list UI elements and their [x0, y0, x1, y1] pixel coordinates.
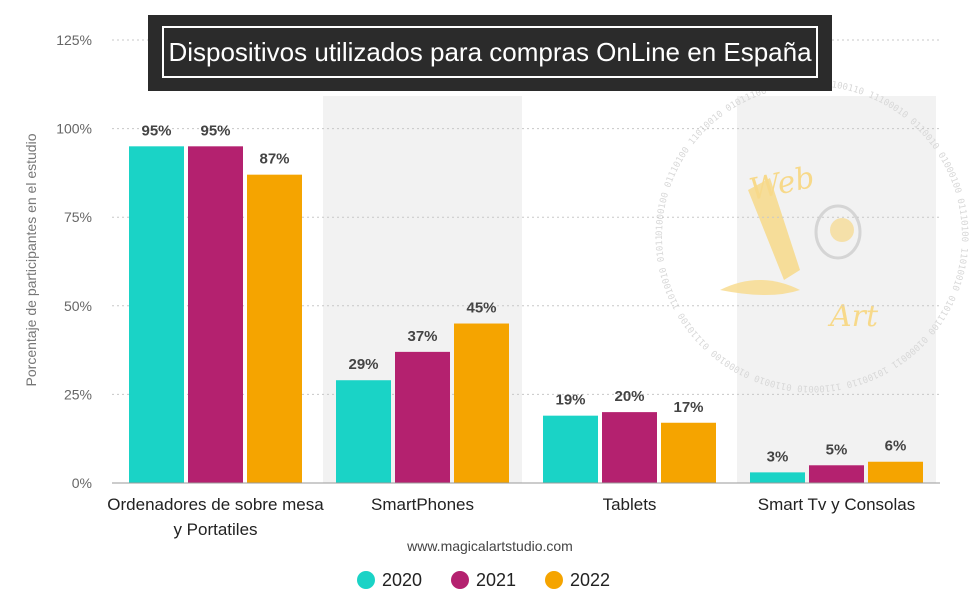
y-tick-label: 100% [56, 121, 92, 137]
bar-2020 [750, 472, 805, 483]
legend-swatch-2021 [451, 571, 469, 589]
legend-label: 2022 [570, 570, 610, 590]
legend-label: 2020 [382, 570, 422, 590]
data-label: 5% [826, 441, 848, 458]
legend-swatch-2022 [545, 571, 563, 589]
lightbulb-glow [830, 218, 854, 242]
data-label: 29% [348, 356, 378, 373]
bar-2022 [868, 461, 923, 483]
y-tick-label: 75% [64, 209, 92, 225]
category-label: Ordenadores de sobre mesa [107, 495, 324, 514]
y-axis-label: Porcentaje de participantes en el estudi… [23, 133, 39, 386]
pencil-icon [748, 178, 800, 280]
data-label: 95% [141, 122, 171, 139]
bar-2021 [809, 465, 864, 483]
bar-2021 [188, 146, 243, 483]
y-tick-label: 25% [64, 386, 92, 402]
bar-2020 [543, 415, 598, 483]
bars: 95% 95% 87% 29% 37% 45% 19% 20% 17% 3% 5% 6% [129, 122, 923, 483]
data-label: 19% [555, 392, 585, 409]
legend: 2020 2021 2022 [357, 570, 610, 590]
data-label: 3% [767, 448, 789, 465]
category-label: y Portatiles [173, 520, 257, 539]
lightbulb-icon [814, 204, 862, 260]
y-tick-label: 50% [64, 298, 92, 314]
chart-title: Dispositivos utilizados para compras OnL… [148, 15, 832, 91]
y-tick-label: 0% [72, 475, 92, 491]
data-label: 17% [673, 399, 703, 416]
title-frame [162, 26, 818, 78]
data-label: 95% [200, 122, 230, 139]
data-label: 45% [466, 300, 496, 317]
bar-2022 [661, 422, 716, 483]
bar-2020 [129, 146, 184, 483]
data-label: 87% [259, 151, 289, 168]
category-labels: Ordenadores de sobre mesa y Portatiles Sma… [107, 495, 915, 539]
source-text: www.magicalartstudio.com [406, 538, 573, 554]
category-label: Tablets [603, 495, 657, 514]
data-label: 37% [407, 328, 437, 345]
bar-2020 [336, 380, 391, 483]
chart-title-text: Dispositivos utilizados para compras OnL… [168, 37, 812, 67]
category-label: SmartPhones [371, 495, 474, 514]
bar-2021 [602, 412, 657, 483]
data-label: 20% [614, 388, 644, 405]
legend-swatch-2020 [357, 571, 375, 589]
bar-2021 [395, 351, 450, 483]
brush-stroke-icon [720, 280, 800, 295]
watermark-word-art: Art [827, 299, 879, 334]
bar-2022 [454, 323, 509, 483]
category-label: Smart Tv y Consolas [758, 495, 915, 514]
legend-label: 2021 [476, 570, 516, 590]
bar-2022 [247, 174, 302, 483]
y-tick-label: 125% [56, 32, 92, 48]
data-label: 6% [885, 438, 907, 455]
y-axis-ticks: 0% 25% 50% 75% 100% 125% [56, 32, 92, 491]
